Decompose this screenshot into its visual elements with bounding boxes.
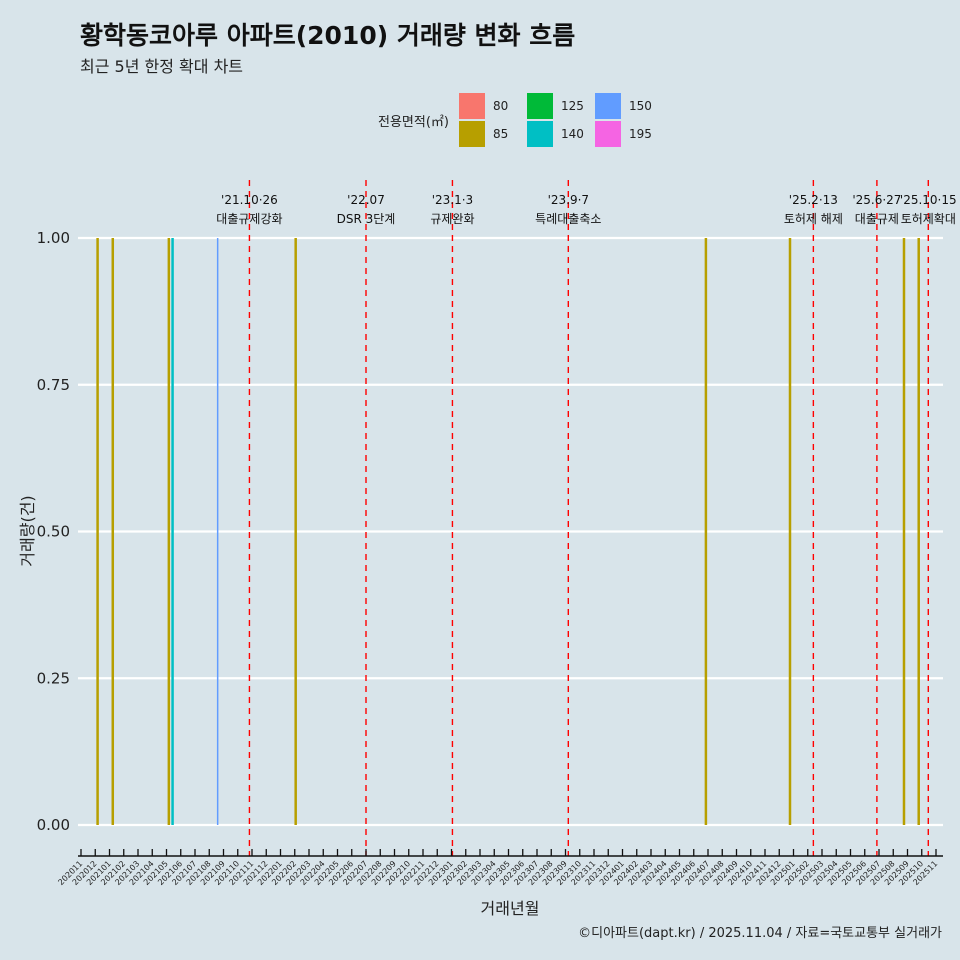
event-date-label: '23.1·3 <box>432 193 473 207</box>
event-name-label: 토허제확대 <box>901 212 956 226</box>
event-name-label: 규제완화 <box>430 212 474 226</box>
legend-swatch <box>458 93 485 119</box>
legend-label: 125 <box>560 99 584 113</box>
event-name-label: 특례대출축소 <box>535 212 601 226</box>
y-tick-label: 1.00 <box>37 229 70 247</box>
legend: 전용면적(㎡) 80 85 125 140 150 195 <box>378 92 657 148</box>
legend-label: 195 <box>628 127 652 141</box>
y-tick-label: 0.00 <box>37 816 70 834</box>
legend-item: 150 <box>594 92 657 120</box>
event-date-label: '23.9·7 <box>548 193 589 207</box>
legend-swatch <box>594 93 621 119</box>
source-credit: ©디아파트(dapt.kr) / 2025.11.04 / 자료=국토교통부 실… <box>578 926 942 941</box>
legend-swatch <box>526 93 553 119</box>
event-date-label: '21.10·26 <box>221 193 278 207</box>
y-tick-label: 0.50 <box>37 523 70 541</box>
event-name-label: DSR 3단계 <box>337 212 396 226</box>
legend-item: 85 <box>458 120 521 148</box>
y-tick-label: 0.25 <box>37 669 70 687</box>
event-date-label: '25.6·27 <box>852 193 901 207</box>
event-date-label: '22.07 <box>347 193 385 207</box>
legend-item: 195 <box>594 120 657 148</box>
y-axis-title: 거래량(건) <box>18 495 37 566</box>
legend-item: 140 <box>526 120 589 148</box>
legend-swatch <box>594 121 621 147</box>
legend-item: 80 <box>458 92 521 120</box>
event-date-label: '25.10·15 <box>900 193 957 207</box>
legend-label: 150 <box>628 99 652 113</box>
legend-swatch <box>526 121 553 147</box>
legend-label: 85 <box>492 127 509 141</box>
x-axis-title: 거래년월 <box>481 899 540 918</box>
legend-item: 125 <box>526 92 589 120</box>
legend-label: 80 <box>492 99 509 113</box>
event-name-label: 대출규제 <box>855 212 899 226</box>
event-name-label: 토허제 해제 <box>784 212 843 226</box>
legend-swatch <box>458 121 485 147</box>
y-tick-label: 0.75 <box>37 376 70 394</box>
chart-subtitle: 최근 5년 한정 확대 차트 <box>80 57 244 76</box>
legend-title: 전용면적(㎡) <box>378 114 449 130</box>
legend-label: 140 <box>560 127 584 141</box>
event-date-label: '25.2·13 <box>789 193 838 207</box>
event-name-label: 대출규제강화 <box>216 212 282 226</box>
chart-title: 황학동코아루 아파트(2010) 거래량 변화 흐름 <box>80 21 576 50</box>
legend-entries: 80 85 125 140 150 195 <box>458 92 657 148</box>
